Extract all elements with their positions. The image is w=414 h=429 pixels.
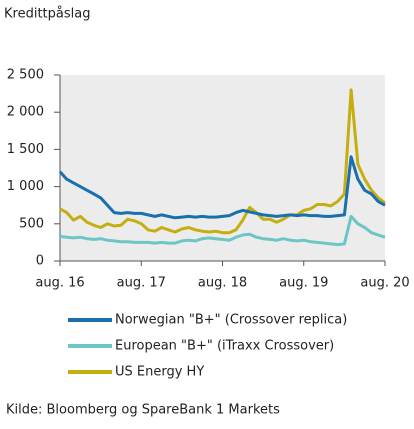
y-tick-label: 2 500 bbox=[7, 68, 44, 83]
chart-title: Kredittpåslag bbox=[4, 7, 90, 22]
plot-area bbox=[60, 75, 385, 261]
y-tick-label: 2 000 bbox=[7, 105, 44, 120]
series-line bbox=[58, 155, 386, 220]
legend-label: European "B+" (iTraxx Crossover) bbox=[115, 339, 334, 354]
series-line bbox=[59, 88, 386, 235]
x-tick-label: aug. 16 bbox=[35, 276, 84, 291]
source-note: Kilde: Bloomberg og SpareBank 1 Markets bbox=[6, 403, 280, 418]
y-tick-label: 1 000 bbox=[7, 179, 44, 194]
y-tick-label: 0 bbox=[36, 254, 44, 269]
series-line bbox=[59, 214, 386, 247]
y-tick-label: 1 500 bbox=[7, 142, 44, 157]
x-tick-label: aug. 17 bbox=[117, 276, 166, 291]
y-tick-label: 500 bbox=[19, 216, 44, 231]
legend-label: US Energy HY bbox=[115, 365, 204, 380]
x-tick-label: aug. 19 bbox=[279, 276, 328, 291]
x-tick-label: aug. 20 bbox=[360, 276, 409, 291]
legend-label: Norwegian "B+" (Crossover replica) bbox=[115, 313, 347, 328]
x-tick-label: aug. 18 bbox=[198, 276, 247, 291]
